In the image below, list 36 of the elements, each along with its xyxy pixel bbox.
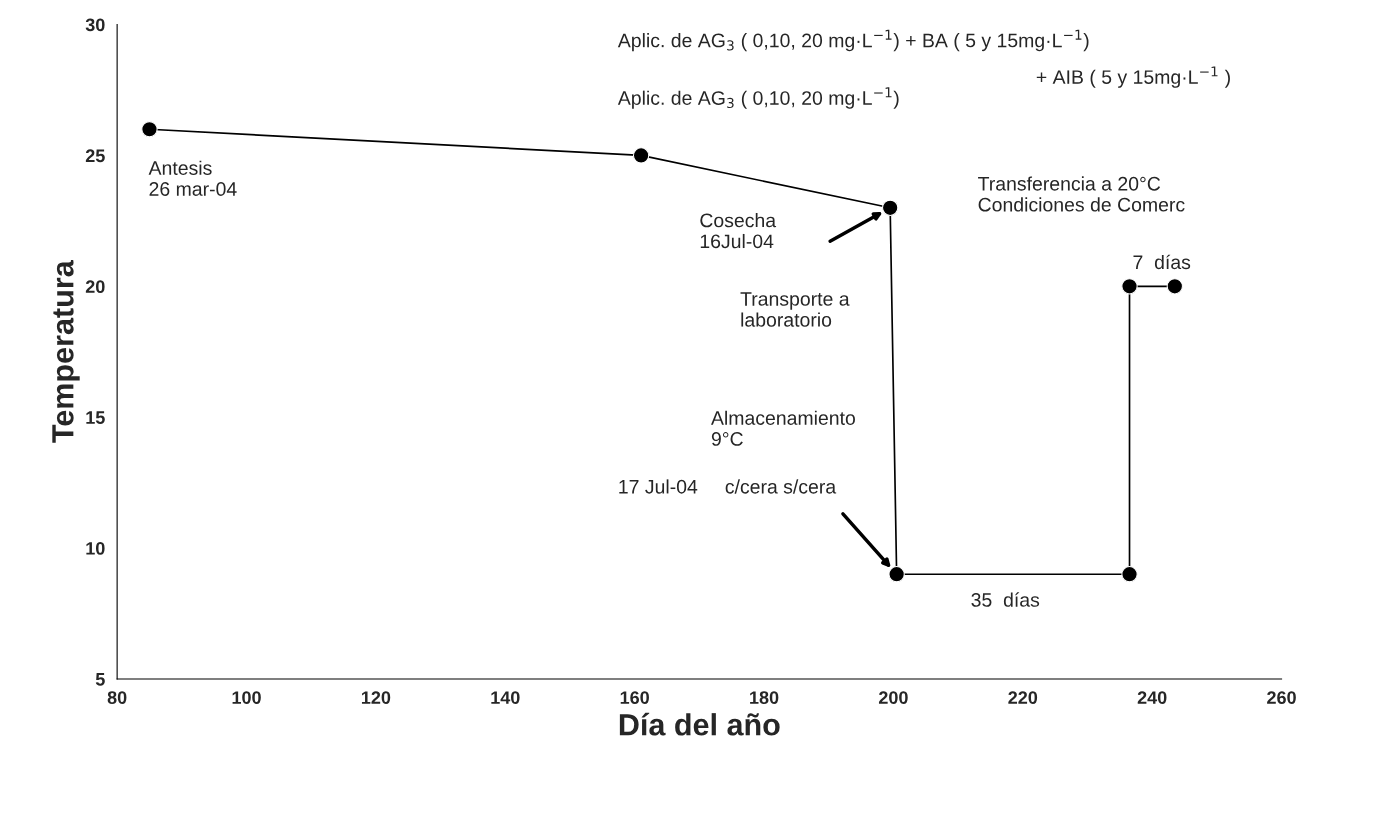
- x-tick-label: 100: [232, 691, 261, 705]
- y-tick-label: 5: [95, 673, 105, 686]
- annotation: Antesis 26 mar-04: [148, 160, 237, 196]
- annotation: 7 días: [1133, 254, 1191, 270]
- x-tick-label: 240: [1137, 691, 1167, 705]
- x-axis-title: Día del año: [619, 712, 780, 736]
- y-tick-label: 10: [86, 541, 105, 555]
- point: [141, 121, 158, 138]
- y-tick-label: 20: [85, 280, 105, 294]
- annotation: Aplic. de AG$_{3}$ ( 0,10, 20 mg·L$^{−1}$) + BA ( 5 y 15mg·L$^{−1}$): [617, 29, 1089, 52]
- y-tick-label: 25: [85, 149, 105, 163]
- point: [632, 147, 650, 164]
- x-tick-label: 140: [491, 691, 520, 705]
- point: [1166, 278, 1183, 295]
- annotation: Almacenamiento 9°C: [711, 410, 855, 446]
- point: [1121, 278, 1138, 295]
- point: [888, 566, 905, 583]
- x-tick-label: 120: [361, 691, 391, 705]
- annotation: Cosecha 16Jul-04: [700, 213, 777, 249]
- y-tick-label: 30: [85, 18, 105, 32]
- x-tick-label: 160: [620, 691, 649, 705]
- y-tick-label: 15: [86, 411, 105, 424]
- x-tick-label: 80: [107, 691, 127, 705]
- annotation: Transporte a laboratorio: [740, 292, 850, 327]
- y-axis-title: Temperatura: [52, 260, 80, 443]
- annotation: 17 Jul-04 c/cera s/cera: [619, 479, 837, 494]
- x-tick-label: 180: [750, 691, 779, 705]
- x-tick-label: 220: [1008, 691, 1038, 705]
- point: [882, 199, 899, 216]
- x-tick-label: 260: [1267, 691, 1296, 705]
- annotation: Transferencia a 20°C Condiciones de Comerc: [978, 176, 1185, 212]
- annotation: 35 días: [971, 592, 1040, 607]
- point: [1121, 566, 1138, 583]
- x-tick-label: 200: [878, 691, 908, 705]
- annotation: Aplic. de AG$_{3}$ ( 0,10, 20 mg·L$^{−1}$): [617, 87, 899, 109]
- annotation: + AIB ( 5 y 15mg·L$^{−1}$ ): [1036, 66, 1230, 88]
